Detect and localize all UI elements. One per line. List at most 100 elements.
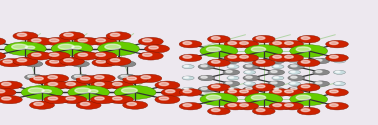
Circle shape — [56, 46, 65, 49]
Circle shape — [68, 88, 93, 96]
Circle shape — [74, 37, 99, 46]
Circle shape — [313, 58, 330, 64]
Circle shape — [288, 75, 305, 81]
Circle shape — [21, 86, 63, 99]
Circle shape — [281, 54, 304, 62]
Circle shape — [78, 39, 88, 42]
Circle shape — [0, 81, 22, 89]
Circle shape — [5, 42, 46, 56]
Circle shape — [245, 45, 283, 57]
Circle shape — [245, 93, 283, 106]
Circle shape — [326, 89, 349, 96]
Circle shape — [183, 42, 192, 44]
Circle shape — [211, 85, 220, 88]
Circle shape — [166, 90, 175, 93]
Circle shape — [58, 44, 74, 49]
Circle shape — [200, 93, 238, 106]
Circle shape — [333, 82, 345, 86]
Circle shape — [333, 59, 345, 63]
Circle shape — [96, 39, 105, 42]
Circle shape — [25, 61, 43, 67]
Circle shape — [228, 55, 237, 58]
Circle shape — [301, 85, 310, 88]
Circle shape — [90, 74, 115, 82]
Circle shape — [96, 53, 105, 56]
Circle shape — [17, 33, 26, 36]
Circle shape — [290, 93, 328, 106]
Circle shape — [269, 89, 292, 96]
Circle shape — [243, 75, 260, 81]
Circle shape — [288, 70, 301, 74]
Circle shape — [285, 42, 293, 44]
Circle shape — [273, 55, 282, 58]
Circle shape — [2, 82, 11, 86]
Circle shape — [256, 85, 265, 88]
Circle shape — [72, 90, 82, 93]
Circle shape — [48, 97, 57, 100]
Circle shape — [226, 70, 232, 73]
Circle shape — [316, 59, 322, 61]
Circle shape — [50, 53, 59, 56]
Circle shape — [240, 55, 248, 58]
Circle shape — [253, 35, 275, 43]
Circle shape — [246, 71, 250, 72]
Circle shape — [138, 52, 163, 60]
Circle shape — [71, 61, 89, 67]
Circle shape — [98, 45, 123, 53]
Circle shape — [106, 57, 131, 66]
Circle shape — [71, 74, 89, 80]
Circle shape — [268, 58, 285, 64]
Circle shape — [95, 97, 104, 100]
Circle shape — [143, 39, 152, 42]
Circle shape — [59, 57, 84, 66]
Circle shape — [27, 52, 52, 60]
Circle shape — [13, 57, 38, 66]
Circle shape — [113, 97, 122, 100]
Circle shape — [271, 59, 277, 61]
Circle shape — [182, 76, 194, 80]
Circle shape — [72, 46, 81, 49]
Circle shape — [243, 87, 260, 92]
Circle shape — [201, 88, 207, 90]
Circle shape — [115, 86, 156, 99]
Circle shape — [50, 39, 59, 42]
Circle shape — [90, 81, 115, 89]
Circle shape — [106, 32, 131, 40]
Circle shape — [25, 74, 43, 80]
Circle shape — [113, 82, 122, 86]
Circle shape — [74, 52, 99, 60]
Circle shape — [51, 42, 93, 56]
Circle shape — [29, 101, 54, 109]
Circle shape — [227, 87, 239, 91]
Circle shape — [211, 60, 220, 63]
Circle shape — [224, 54, 247, 62]
Circle shape — [268, 70, 285, 75]
Circle shape — [273, 42, 282, 44]
Circle shape — [95, 82, 104, 86]
Circle shape — [269, 102, 292, 110]
Circle shape — [138, 37, 163, 46]
Circle shape — [200, 45, 238, 57]
Circle shape — [184, 65, 189, 67]
Circle shape — [243, 70, 256, 74]
Circle shape — [123, 101, 148, 109]
Circle shape — [102, 46, 112, 49]
Circle shape — [66, 97, 76, 100]
Circle shape — [0, 96, 22, 104]
Circle shape — [206, 95, 221, 100]
Circle shape — [285, 104, 293, 106]
Circle shape — [229, 65, 234, 67]
Circle shape — [273, 90, 282, 93]
Circle shape — [301, 37, 310, 40]
Circle shape — [246, 76, 252, 78]
Circle shape — [236, 89, 259, 96]
Circle shape — [251, 95, 266, 100]
Circle shape — [301, 109, 310, 112]
Circle shape — [110, 59, 120, 62]
Circle shape — [48, 76, 57, 79]
Circle shape — [2, 97, 11, 100]
Circle shape — [291, 65, 297, 67]
Circle shape — [31, 53, 41, 56]
Circle shape — [330, 42, 338, 44]
Circle shape — [274, 88, 279, 90]
